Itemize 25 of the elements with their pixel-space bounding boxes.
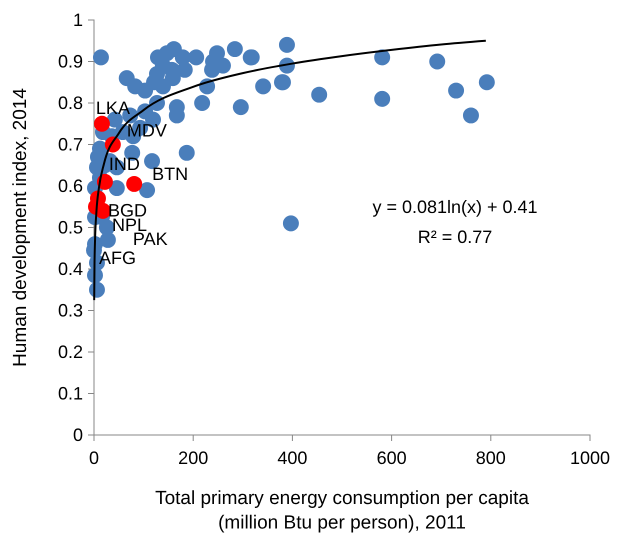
annotation: R² = 0.77 (418, 227, 492, 247)
y-tick-label: 0 (72, 424, 83, 445)
annotation: LKA (96, 98, 130, 118)
x-tick-label: 200 (178, 448, 208, 468)
x-tick-label: 0 (88, 448, 100, 468)
point (126, 176, 142, 192)
y-tick-label: 0.8 (58, 92, 83, 113)
annotation: BTN (152, 164, 188, 184)
y-tick-label: 0.4 (58, 258, 83, 279)
y-tick-label: 1 (72, 10, 83, 30)
x-tick-label: 600 (376, 448, 407, 468)
y-tick-label: 0.1 (58, 383, 83, 404)
y-tick-label: 0.2 (58, 342, 83, 362)
y-axis-title: Human development index, 2014 (10, 88, 31, 367)
x-tick-label: 400 (277, 448, 308, 468)
annotation: y = 0.081ln(x) + 0.41 (372, 197, 538, 217)
point (94, 116, 110, 132)
y-tick-label: 0.3 (58, 300, 83, 320)
x-tick-label: 1000 (570, 448, 610, 468)
x-axis-title: Total primary energy consumption per capita (million Btu per person), 2011 (155, 488, 530, 534)
y-tick-label: 0.5 (58, 217, 83, 238)
y-tick-label: 0.9 (58, 51, 83, 72)
y-tick-label: 0.7 (58, 134, 83, 154)
x-tick-label: 800 (476, 448, 506, 468)
y-tick-label: 0.6 (58, 176, 83, 196)
